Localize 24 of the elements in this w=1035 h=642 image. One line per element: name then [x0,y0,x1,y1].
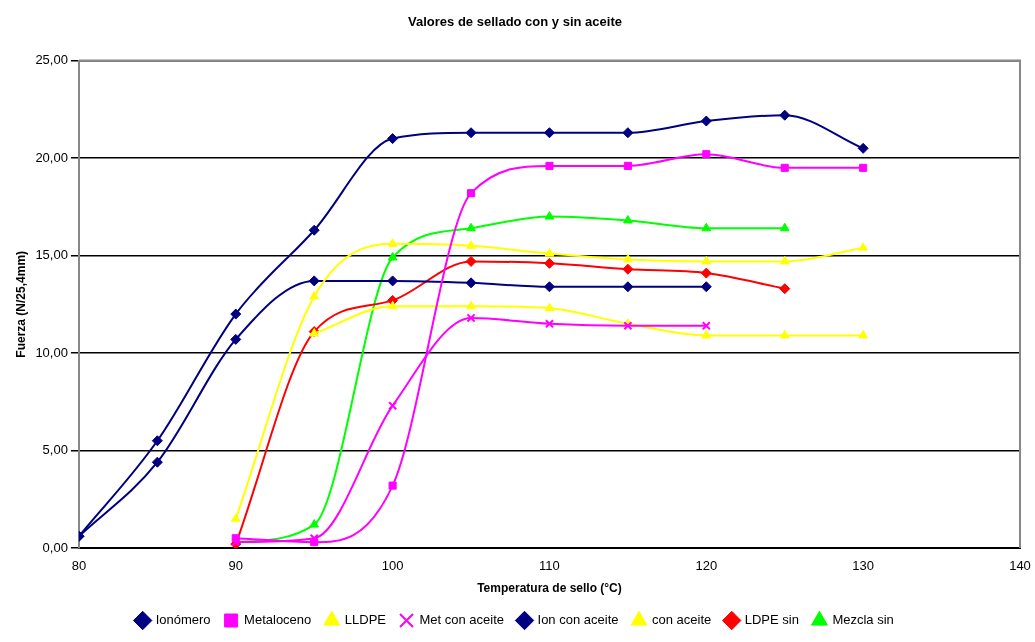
chart-title: Valores de sellado con y sin aceite [408,14,622,30]
legend-label: Ionómero [155,612,211,628]
x-tick-label: 120 [695,558,718,574]
y-tick-label: 10,00 [35,344,68,360]
y-tick-label: 0,00 [42,539,68,555]
legend-label: LLDPE [344,612,387,628]
legend-label: Ion con aceite [537,612,619,628]
x-tick-label: 140 [1009,558,1031,574]
legend-label: Metaloceno [244,612,312,628]
x-tick-label: 100 [381,558,404,574]
y-axis-title: Fuerza (N/25,4mm) [13,250,28,358]
legend-label: con aceite [651,612,712,628]
y-tick-label: 5,00 [42,442,68,458]
x-tick-label: 80 [71,558,87,574]
y-tick-label: 15,00 [35,247,68,263]
x-tick-label: 90 [228,558,244,574]
legend-label: LDPE sin [744,612,799,628]
legend-label: Met con aceite [419,612,505,628]
x-axis-title: Temperatura de sello (°C) [477,581,622,596]
legend-label: Mezcla sin [832,612,894,628]
y-tick-label: 25,00 [35,52,68,68]
x-tick-label: 130 [852,558,875,574]
y-tick-label: 20,00 [35,149,68,165]
x-tick-label: 110 [539,558,560,574]
